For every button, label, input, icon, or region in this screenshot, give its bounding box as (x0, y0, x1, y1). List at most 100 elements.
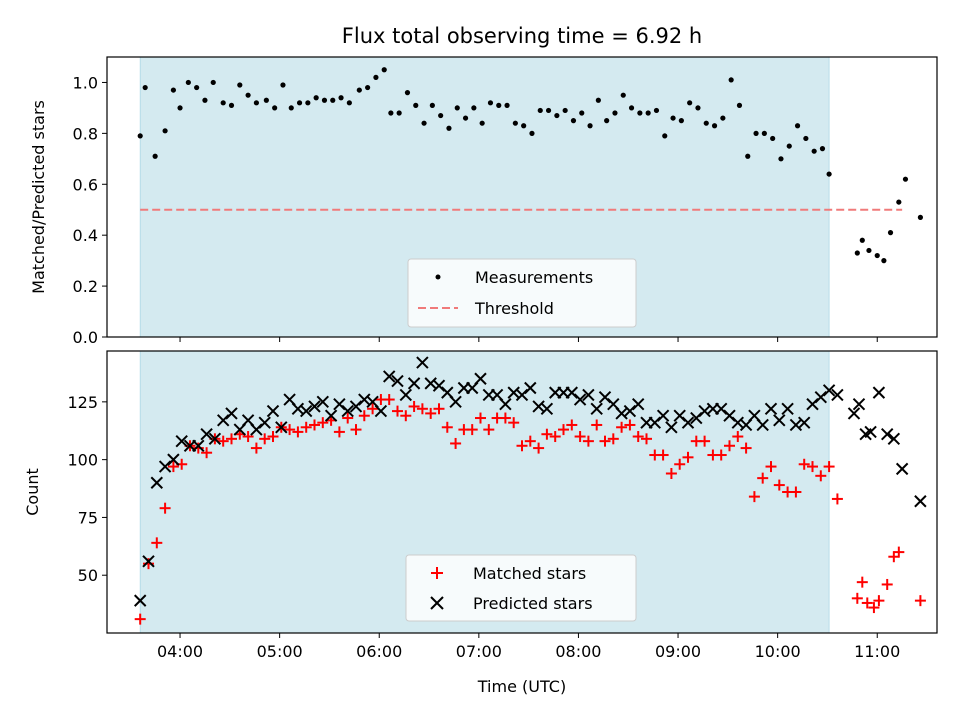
matched-star-point (765, 461, 777, 473)
measurement-point (413, 102, 419, 108)
matched-star-point (466, 424, 478, 436)
matched-star-point (881, 578, 893, 590)
matched-star-point (657, 449, 669, 461)
predicted-star-point (872, 386, 886, 399)
measurement-point (288, 105, 294, 111)
predicted-star-point (756, 418, 769, 432)
matched-stars-legend-marker (431, 567, 443, 579)
measurement-point (330, 97, 336, 103)
matched-star-point (400, 410, 412, 422)
matched-star-point (524, 435, 536, 447)
measurement-point (263, 97, 269, 103)
measurement-point (604, 118, 610, 124)
predicted-star-point (407, 377, 421, 390)
measurement-point (228, 102, 235, 108)
measurement-point (562, 107, 568, 114)
measurement-point (496, 102, 502, 108)
matched-star-point (574, 431, 586, 443)
predicted-star-point (192, 439, 205, 452)
matched-star-point (558, 424, 569, 436)
matched-star-point (167, 461, 179, 473)
count-panel: 50 75 100 125 04:00 05:00 06:00 07:00 08:00 09:0… (23, 350, 938, 696)
measurement-point (253, 100, 259, 106)
measurement-point (137, 133, 143, 139)
matched-star-point (566, 419, 578, 431)
matched-star-point (342, 412, 354, 424)
measurement-point (786, 143, 792, 149)
measurement-point (703, 120, 709, 126)
predicted-star-point (631, 397, 645, 411)
measurement-point (177, 105, 183, 111)
matched-star-point (549, 431, 561, 443)
predicted-star-point (275, 421, 288, 434)
measurement-point (628, 105, 635, 111)
top-y-axis-label: Matched/Predicted stars (29, 100, 48, 294)
top-legend-box (407, 258, 637, 328)
matched-star-point (641, 433, 652, 445)
y-tick-label: 0.4 (73, 226, 98, 245)
measurement-point (170, 87, 176, 93)
measurement-point (462, 115, 469, 121)
count-points (133, 356, 927, 625)
matched-star-point (533, 442, 545, 454)
predicted-star-point (258, 416, 271, 429)
y-tick-label: 0.8 (73, 124, 98, 143)
matched-star-point (226, 433, 237, 445)
matched-star-point (823, 461, 835, 473)
measurement-point (321, 97, 328, 103)
predicted-star-point (449, 395, 462, 409)
measurement-point (272, 105, 278, 111)
matched-star-point (201, 447, 213, 459)
measurement-point (874, 252, 880, 259)
measurement-point (454, 105, 460, 111)
measurements-legend-label: Measurements (475, 268, 593, 287)
predicted-star-point (665, 421, 678, 434)
top-legend: Measurements Threshold (407, 258, 637, 328)
predicted-star-point (887, 432, 901, 446)
predicted-star-point (374, 404, 388, 418)
measurement-point (210, 79, 216, 86)
measurement-point (670, 115, 676, 121)
measurement-point (570, 118, 577, 124)
predicted-star-point (656, 409, 670, 422)
measurement-point (678, 118, 684, 124)
predicted-star-point (308, 400, 321, 413)
predicted-star-point (914, 495, 927, 508)
predicted-star-point (781, 402, 794, 415)
predicted-star-point (150, 476, 164, 489)
predicted-star-point (681, 416, 695, 429)
chart-title: Flux total observing time = 6.92 h (342, 24, 702, 48)
matched-star-point (624, 419, 636, 431)
y-tick-label: 1.0 (73, 73, 98, 92)
measurement-point (826, 171, 832, 177)
measurement-point (887, 230, 894, 236)
matched-star-point (499, 412, 511, 424)
y-tick-label: 0.0 (73, 328, 98, 347)
y-tick-label: 0.6 (73, 175, 98, 194)
measurement-point (396, 110, 402, 116)
measurement-point (761, 130, 767, 136)
matched-star-point (699, 435, 711, 447)
matched-star-point (740, 442, 752, 454)
measurement-point (587, 123, 593, 129)
measurement-point (446, 125, 452, 131)
measurement-point (338, 95, 344, 101)
measurement-point (421, 120, 427, 126)
measurement-point (745, 153, 751, 159)
y-tick-label: 125 (67, 393, 98, 412)
measurement-point (388, 110, 394, 116)
predicted-stars-legend-label: Predicted stars (473, 594, 593, 613)
predicted-star-point (540, 402, 554, 415)
bottom-y-axis-ticks: 50 75 100 125 (67, 393, 107, 585)
matched-star-point (798, 458, 810, 470)
measurement-point (521, 123, 527, 129)
matched-star-point (358, 410, 370, 422)
y-tick-label: 50 (78, 566, 98, 585)
measurement-point (736, 102, 743, 108)
measurement-point (537, 107, 543, 114)
predicted-star-point (474, 372, 487, 385)
measurement-point (753, 130, 759, 136)
matched-star-point (599, 435, 611, 447)
measurement-point (612, 110, 618, 116)
measurement-point (662, 133, 668, 139)
